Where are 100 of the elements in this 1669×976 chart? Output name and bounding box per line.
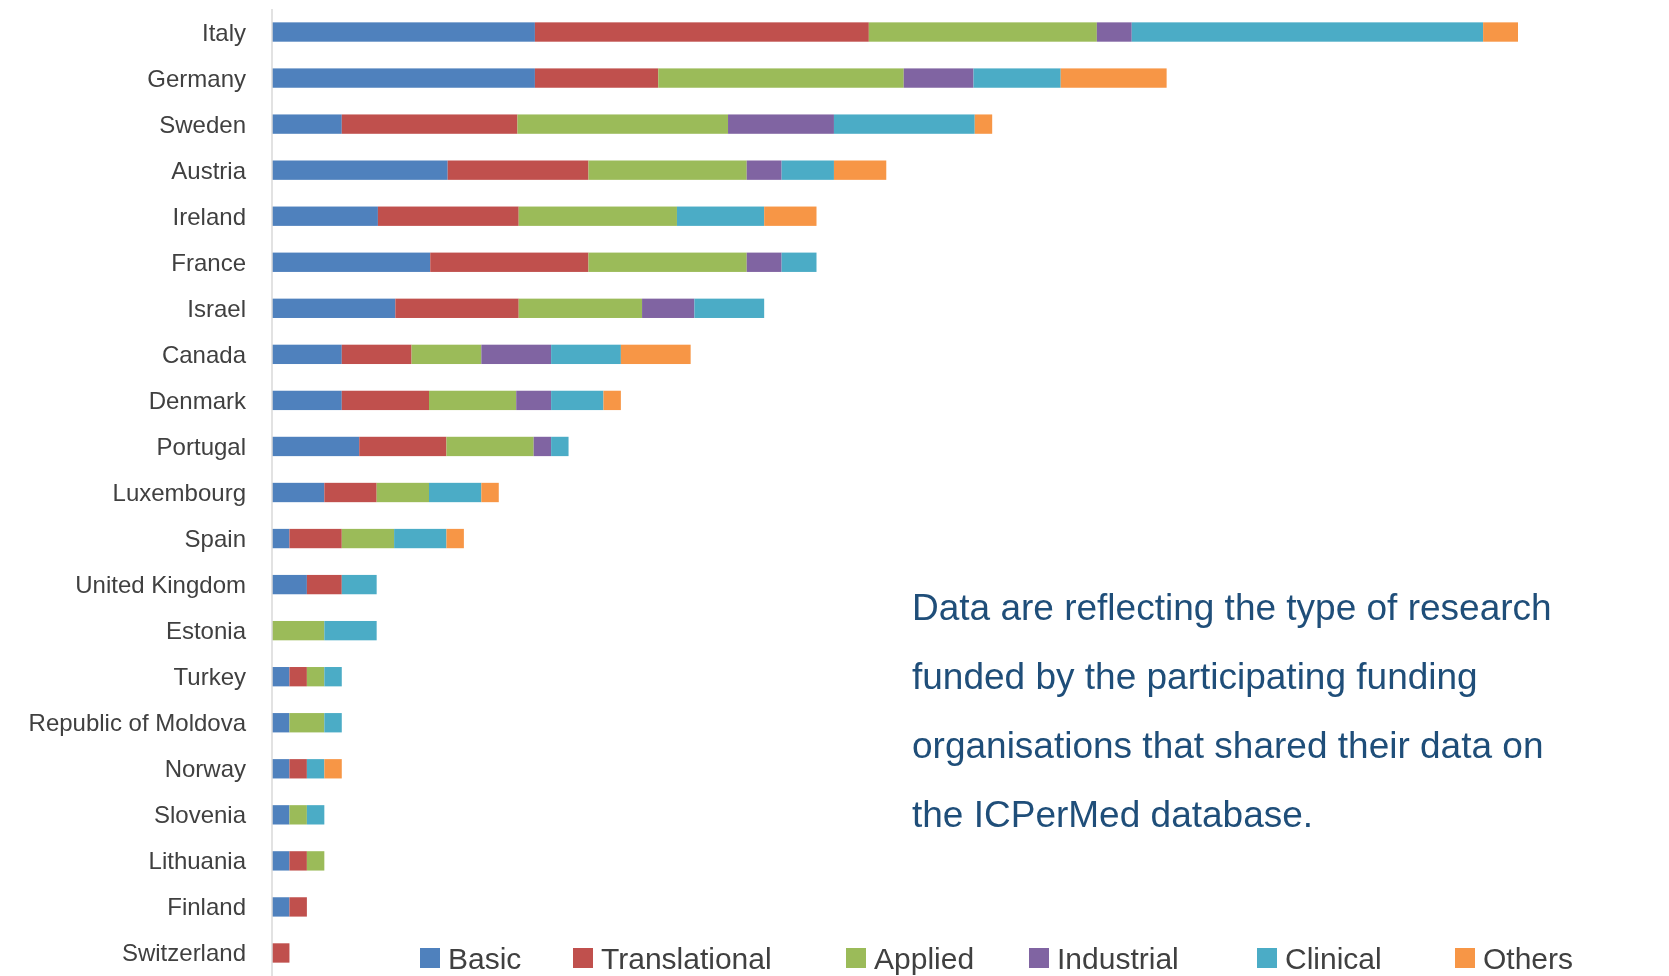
legend-label: Industrial (1057, 941, 1179, 975)
bar (324, 620, 377, 641)
bar (676, 206, 765, 226)
bar (694, 298, 765, 318)
bar (289, 667, 307, 687)
bar (272, 68, 535, 88)
bar (272, 436, 360, 457)
y-tick-label: Estonia (165, 617, 247, 645)
bar (289, 528, 342, 549)
bar (1483, 22, 1518, 42)
bar (516, 390, 552, 411)
bar (272, 574, 307, 595)
y-tick-label: France (171, 248, 246, 276)
y-tick-label: Austria (171, 156, 247, 184)
bar (533, 436, 552, 457)
bar (481, 482, 499, 503)
bar (341, 574, 377, 595)
bar (746, 252, 782, 272)
y-tick-label: Slovenia (153, 801, 247, 829)
bar (359, 436, 447, 457)
bar (551, 436, 569, 457)
y-tick-label: Switzerland (121, 939, 246, 967)
bar (272, 805, 290, 825)
bar (974, 114, 993, 134)
legend-label: Others (1483, 941, 1574, 975)
bar (376, 482, 429, 503)
bar (272, 160, 448, 180)
bar (746, 160, 782, 180)
bar (447, 160, 589, 180)
bar (551, 390, 604, 411)
bar (1131, 22, 1484, 42)
bar (272, 298, 396, 318)
bar (446, 436, 534, 457)
bar (868, 22, 1097, 42)
bar (518, 298, 643, 318)
bar (289, 713, 325, 733)
bar (272, 620, 325, 641)
bar (272, 22, 535, 42)
y-tick-label: Canada (161, 340, 247, 368)
bar (289, 851, 307, 871)
y-tick-label: Israel (187, 294, 246, 322)
bar (341, 390, 429, 411)
bar (411, 344, 482, 365)
bar (446, 528, 464, 549)
bar (272, 897, 290, 917)
bar (764, 206, 817, 226)
bar (603, 390, 621, 411)
bar (306, 851, 325, 871)
bar (341, 114, 518, 134)
bar (272, 943, 290, 963)
bar (324, 482, 377, 503)
bar (306, 667, 325, 687)
bar (272, 114, 342, 134)
bar (588, 252, 747, 272)
bar (833, 114, 975, 134)
bar (324, 759, 342, 779)
bar (430, 252, 589, 272)
bar (781, 160, 834, 180)
bar (429, 482, 482, 503)
bar (728, 114, 834, 134)
legend-label: Applied (874, 941, 975, 975)
bar (324, 713, 342, 733)
bar (272, 390, 342, 411)
bar (781, 252, 817, 272)
y-tick-label: Italy (201, 18, 246, 46)
y-tick-label: Germany (147, 64, 246, 92)
bar (306, 574, 342, 595)
bar (517, 114, 729, 134)
bar (658, 68, 904, 88)
bar (272, 344, 342, 365)
bar (395, 298, 519, 318)
y-tick-label: Republic of Moldova (28, 709, 247, 737)
bar (620, 344, 691, 365)
y-tick-label: Ireland (172, 202, 246, 230)
bar (534, 22, 869, 42)
y-tick-label: Finland (167, 893, 246, 921)
bar (306, 805, 325, 825)
bar (429, 390, 517, 411)
legend-label: Basic (448, 941, 522, 975)
bar (534, 68, 659, 88)
bar (551, 344, 621, 365)
y-tick-label: Turkey (173, 663, 246, 691)
y-tick-label: Portugal (156, 432, 246, 460)
bar (306, 759, 325, 779)
bar (1060, 68, 1167, 88)
bar (272, 851, 290, 871)
bar (377, 206, 519, 226)
bar (324, 667, 342, 687)
bar (973, 68, 1061, 88)
bar (289, 759, 307, 779)
bar (272, 759, 290, 779)
bar (272, 252, 431, 272)
bar (394, 528, 447, 549)
bar (642, 298, 695, 318)
y-tick-label: Spain (184, 525, 246, 553)
bar (272, 528, 290, 549)
y-tick-label: Norway (164, 755, 246, 783)
bar (272, 713, 290, 733)
bar (341, 344, 412, 365)
annotation: Data are reflecting the type of research funded by the participating funding organisations that shared their data on the ICPerMed database. (912, 587, 1552, 835)
